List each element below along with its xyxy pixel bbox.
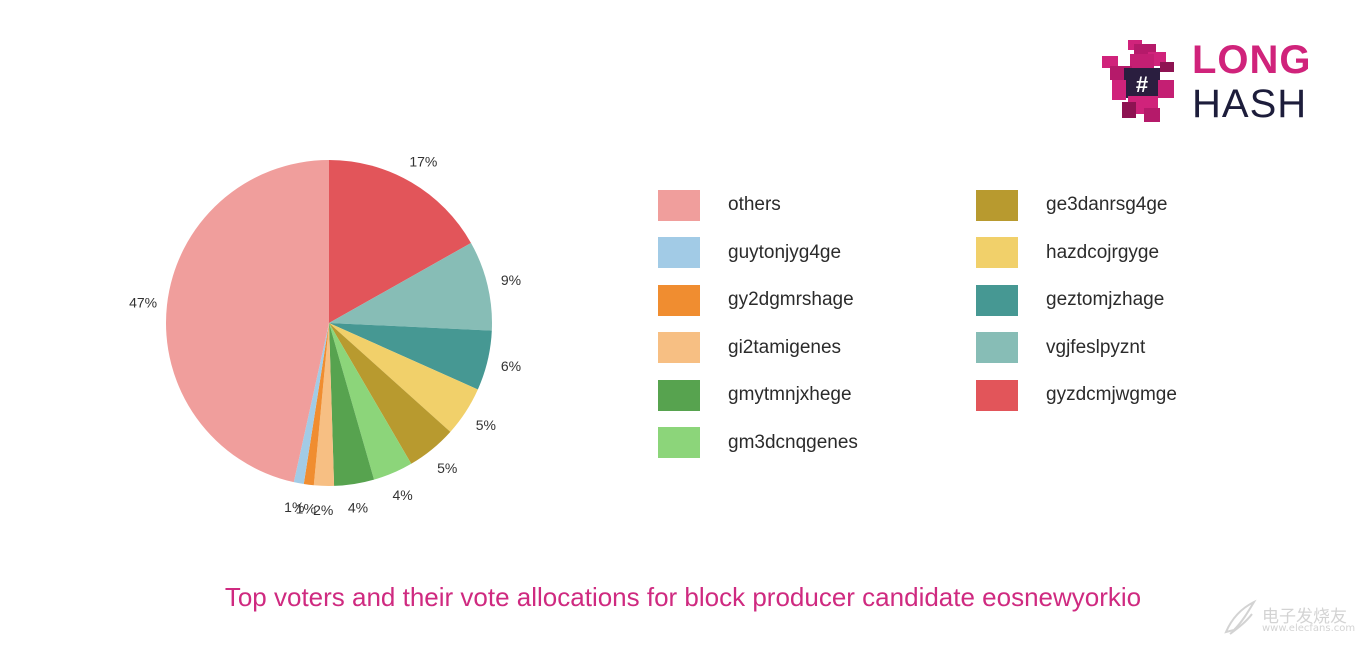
pie-label-gyzdcmjwgmge: 17% [409, 154, 437, 170]
legend-label: guytonjyg4ge [728, 241, 842, 263]
svg-text:#: # [1136, 72, 1148, 97]
wing-logo-icon [1224, 599, 1257, 635]
legend-swatch [658, 284, 700, 316]
logo-text-hash: HASH [1192, 82, 1308, 126]
legend-label: gyzdcmjwgmge [1046, 384, 1177, 405]
pie-slice-gi2tamigenes [313, 323, 335, 486]
legend-swatch [658, 427, 700, 458]
logo-text-long: LONG [1192, 38, 1312, 82]
pie-slice-gyzdcmjwgmge [329, 160, 471, 323]
pie-slice-vgjfeslpyznt [329, 242, 492, 331]
pie-label-gmytmnjxhege: 4% [348, 500, 368, 516]
pie-label-vgjfeslpyznt: 9% [501, 272, 521, 288]
legend-label: hazdcojrgyge [1046, 241, 1160, 263]
pie-slice-gm3dcnqgenes [329, 323, 412, 480]
legend-label: gmytmnjxhege [728, 384, 852, 405]
pie-slice-gy2dgmrshage [303, 323, 329, 486]
pie-label-ge3danrsg4ge: 5% [437, 460, 457, 476]
legend-swatch [976, 189, 1018, 221]
legend-item-geztomjzhage: geztomjzhage [976, 283, 1164, 317]
legend-swatch [976, 284, 1018, 316]
pie-label-gi2tamigenes: 2% [313, 502, 333, 518]
legend-item-others: others [658, 188, 781, 222]
chart-caption: Top voters and their vote allocations fo… [224, 582, 1142, 612]
legend-swatch [658, 189, 700, 221]
elecfans-watermark: 电子发烧友 www.elecfans.com [1222, 598, 1362, 640]
pie-slice-others [166, 160, 329, 483]
legend-item-vgjfeslpyznt: vgjfeslpyznt [976, 331, 1145, 365]
pie-label-geztomjzhage: 6% [501, 358, 521, 374]
legend-item-ge3danrsg4ge: ge3danrsg4ge [976, 188, 1168, 222]
pie-labels: 17%9%6%5%5%4%4%2%1%1%47% [129, 154, 521, 518]
pie-slice-ge3danrsg4ge [329, 323, 451, 464]
legend-item-guytonjyg4ge: guytonjyg4ge [658, 236, 841, 270]
pie-label-gy2dgmrshage: 1% [296, 501, 316, 517]
pie-label-gm3dcnqgenes: 4% [392, 487, 412, 503]
legend-swatch [658, 332, 700, 363]
legend-swatch [658, 379, 700, 411]
longhash-logo: # LONG HASH [1100, 40, 1330, 130]
legend-swatch [976, 332, 1018, 363]
legend-item-gm3dcnqgenes: gm3dcnqgenes [658, 426, 858, 460]
pixel-dinosaur-hash-icon: # [1102, 40, 1174, 122]
legend-item-gi2tamigenes: gi2tamigenes [658, 331, 841, 365]
legend-label: gi2tamigenes [728, 336, 842, 358]
legend-label: vgjfeslpyznt [1046, 336, 1146, 358]
legend-label: gy2dgmrshage [728, 289, 854, 310]
legend-item-gyzdcmjwgmge: gyzdcmjwgmge [976, 378, 1177, 412]
legend-item-hazdcojrgyge: hazdcojrgyge [976, 236, 1159, 270]
legend-swatch [976, 379, 1018, 411]
pie-label-others: 47% [129, 295, 157, 311]
pie-slice-hazdcojrgyge [329, 323, 478, 432]
pie-slice-guytonjyg4ge [293, 323, 329, 485]
legend-label: others [728, 194, 781, 215]
watermark-url: www.elecfans.com [1262, 623, 1356, 634]
pie-label-guytonjyg4ge: 1% [284, 499, 304, 515]
legend-swatch [976, 237, 1018, 268]
pie-slices [166, 160, 492, 486]
legend-label: gm3dcnqgenes [728, 431, 858, 453]
watermark-text: 电子发烧友 [1262, 607, 1347, 627]
legend: others guytonjyg4ge gy2dgmrshage gi2tamigen… [658, 188, 1218, 478]
legend-swatch [658, 237, 700, 268]
pie-slice-gmytmnjxhege [329, 323, 375, 486]
legend-item-gy2dgmrshage: gy2dgmrshage [658, 283, 854, 317]
legend-label: geztomjzhage [1046, 289, 1165, 310]
legend-label: ge3danrsg4ge [1046, 194, 1168, 215]
legend-item-gmytmnjxhege: gmytmnjxhege [658, 378, 852, 412]
pie-slice-geztomjzhage [329, 323, 492, 390]
pie-label-hazdcojrgyge: 5% [476, 417, 496, 433]
